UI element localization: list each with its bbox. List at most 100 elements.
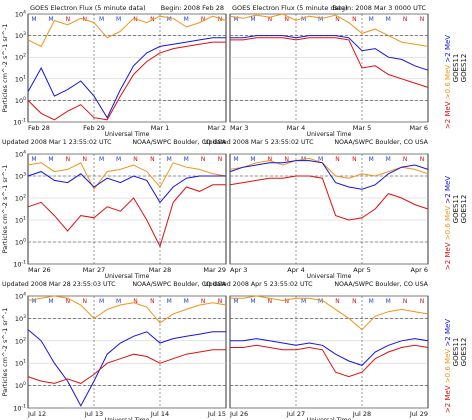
mn-marker: N bbox=[284, 156, 289, 163]
mn-marker: N bbox=[420, 298, 425, 305]
mn-marker: N bbox=[420, 16, 425, 23]
y-axis-label: Particles cm^-2 s^-1 sr^-1 bbox=[1, 308, 9, 397]
series-line-red bbox=[27, 41, 226, 121]
legend-entries: >2 MeV >0.6 MeV >2 MeV bbox=[444, 176, 452, 270]
mn-marker: N bbox=[403, 16, 408, 23]
x-tick-label: Jul 14 bbox=[150, 410, 169, 418]
updated-label: Updated 2008 Mar 5 23:55:02 UTC bbox=[204, 139, 314, 146]
mn-marker: N bbox=[133, 16, 138, 23]
y-tick-label: 101 bbox=[15, 359, 26, 368]
mn-marker: N bbox=[82, 156, 87, 163]
mn-marker: M bbox=[31, 298, 36, 305]
series-line-red bbox=[27, 349, 226, 384]
x-tick-label: Mar 1 bbox=[151, 124, 169, 132]
x-tick-label: Mar 5 bbox=[353, 124, 371, 132]
mn-marker: M bbox=[318, 298, 323, 305]
x-tick-label: Mar 3 bbox=[230, 124, 248, 132]
mn-marker: M bbox=[167, 298, 172, 305]
mn-marker: N bbox=[335, 16, 340, 23]
y-tick-label: 103 bbox=[15, 314, 26, 323]
series-line-blue bbox=[27, 329, 226, 407]
x-tick-label: Jul 26 bbox=[229, 410, 248, 418]
x-tick-label: Jul 12 bbox=[27, 410, 46, 418]
y-tick-label: 101 bbox=[15, 74, 26, 83]
x-tick-label: Apr 4 bbox=[287, 266, 304, 274]
legend-sat2: GOES12 bbox=[460, 195, 468, 224]
legend-sat2: GOES12 bbox=[460, 338, 468, 367]
credit-label: NOAA/SWPC Boulder, CO USA bbox=[132, 139, 226, 146]
series-line-blue bbox=[229, 160, 429, 190]
y-tick-label: 104 bbox=[15, 10, 26, 19]
x-tick-label: Mar 29 bbox=[203, 266, 226, 274]
mn-marker: M bbox=[369, 298, 374, 305]
mn-marker: M bbox=[48, 156, 53, 163]
series-line-blue bbox=[27, 171, 226, 204]
x-axis-label: Universal Time bbox=[105, 273, 150, 280]
mn-marker: M bbox=[386, 298, 391, 305]
x-tick-label: Apr 6 bbox=[411, 266, 428, 274]
x-tick-label: Apr 5 bbox=[353, 266, 370, 274]
y-axis-label: Particles cm^-2 s^-1 sr^-1 bbox=[1, 24, 9, 113]
mn-marker: M bbox=[116, 298, 121, 305]
mn-marker: M bbox=[250, 156, 255, 163]
mn-marker: M bbox=[48, 16, 53, 23]
y-axis-label: Particles cm^-2 s^-1 sr^-1 bbox=[1, 165, 9, 254]
mn-marker: M bbox=[31, 16, 36, 23]
x-axis-label: Universal Time bbox=[307, 417, 352, 420]
mn-marker: M bbox=[99, 16, 104, 23]
mn-marker: M bbox=[48, 298, 53, 305]
mn-marker: N bbox=[82, 298, 87, 305]
mn-marker: M bbox=[167, 16, 172, 23]
y-tick-label: 103 bbox=[15, 31, 26, 40]
credit-label: NOAA/SWPC Boulder, CO USA bbox=[334, 139, 428, 146]
mn-marker: N bbox=[201, 16, 206, 23]
series-line-orange bbox=[27, 162, 227, 191]
mn-marker: M bbox=[369, 16, 374, 23]
mn-marker: N bbox=[403, 156, 408, 163]
plot-frame bbox=[229, 13, 429, 123]
plot-frame bbox=[27, 153, 227, 265]
mn-marker: N bbox=[420, 156, 425, 163]
mn-marker: N bbox=[133, 298, 138, 305]
plot-frame bbox=[27, 13, 227, 123]
mn-marker: N bbox=[352, 16, 357, 23]
mn-marker: M bbox=[99, 298, 104, 305]
series-line-orange bbox=[229, 13, 429, 47]
y-tick-label: 10-1 bbox=[13, 118, 26, 127]
series-line-red bbox=[230, 344, 429, 378]
mn-marker: N bbox=[66, 16, 71, 23]
legend-sat1: GOES11 bbox=[452, 54, 460, 83]
mn-marker: M bbox=[369, 156, 374, 163]
mn-marker: N bbox=[133, 156, 138, 163]
series-line-blue bbox=[230, 338, 429, 366]
updated-label: Updated 2008 Apr 5 23:55:02 UTC bbox=[204, 281, 313, 288]
begin-label: Begin: 2008 Mar 3 0000 UTC bbox=[333, 4, 427, 12]
x-tick-label: Jul 15 bbox=[207, 410, 226, 418]
y-tick-label: 102 bbox=[15, 194, 26, 203]
y-tick-label: 100 bbox=[15, 238, 26, 247]
x-tick-label: Mar 27 bbox=[83, 266, 106, 274]
mn-marker: M bbox=[116, 156, 121, 163]
series-line-orange bbox=[230, 295, 429, 331]
mn-marker: N bbox=[150, 156, 155, 163]
x-tick-label: Apr 3 bbox=[230, 266, 247, 274]
x-tick-label: Jul 29 bbox=[409, 410, 428, 418]
mn-marker: N bbox=[284, 16, 289, 23]
plot-frame bbox=[229, 295, 429, 409]
x-tick-label: Mar 2 bbox=[208, 124, 226, 132]
mn-marker: N bbox=[66, 298, 71, 305]
chart-title: GOES Electron Flux (5 minute data) bbox=[232, 4, 348, 12]
mn-marker: N bbox=[335, 156, 340, 163]
mn-marker: M bbox=[116, 16, 121, 23]
legend-sat1: GOES11 bbox=[452, 195, 460, 224]
mn-marker: M bbox=[184, 298, 189, 305]
x-tick-label: Mar 28 bbox=[149, 266, 172, 274]
x-axis-label: Universal Time bbox=[105, 417, 150, 420]
mn-marker: N bbox=[268, 156, 273, 163]
